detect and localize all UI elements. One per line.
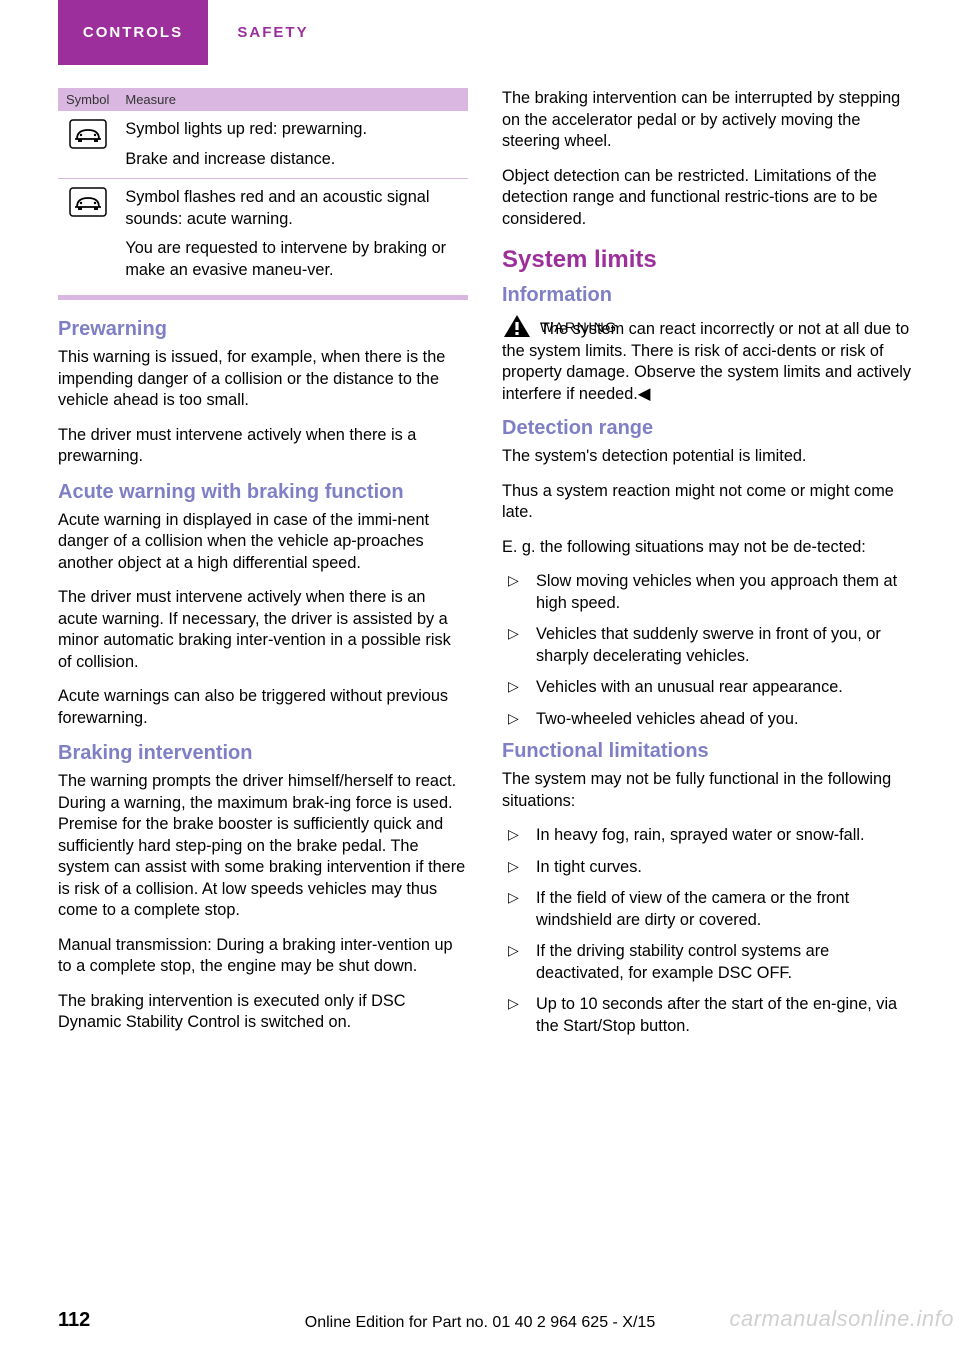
list-item: In heavy fog, rain, sprayed water or sno…	[502, 825, 912, 847]
list-item: Two-wheeled vehicles ahead of you.	[502, 709, 912, 731]
symbol-table: Symbol Measure	[58, 88, 468, 289]
table-header-row: Symbol Measure	[58, 88, 468, 111]
body-text: The driver must intervene actively when …	[58, 587, 468, 673]
table-end-bar	[58, 295, 468, 300]
heading-prewarning: Prewarning	[58, 318, 468, 341]
header: CONTROLS SAFETY	[58, 0, 912, 88]
body-text: The braking intervention is executed onl…	[58, 991, 468, 1034]
body-text: The system's detection potential is limi…	[502, 446, 912, 468]
list-item: If the field of view of the camera or th…	[502, 888, 912, 931]
heading-detection-range: Detection range	[502, 417, 912, 440]
th-symbol: Symbol	[58, 88, 117, 111]
body-text: The system may not be fully functional i…	[502, 769, 912, 812]
measure-text: You are requested to intervene by brakin…	[125, 238, 460, 281]
symbol-cell	[58, 179, 117, 290]
heading-system-limits: System limits	[502, 246, 912, 274]
measure-text: Symbol flashes red and an acoustic signa…	[125, 187, 460, 230]
functional-list: In heavy fog, rain, sprayed water or sno…	[502, 825, 912, 1037]
car-rear-icon	[69, 119, 107, 149]
heading-acute-warning: Acute warning with braking function	[58, 481, 468, 504]
heading-braking-intervention: Braking intervention	[58, 742, 468, 765]
warning-text: The system can react incorrectly or not …	[502, 319, 912, 405]
body-text: Thus a system reaction might not come or…	[502, 481, 912, 524]
body-text: The braking intervention can be interrup…	[502, 88, 912, 153]
body-text: The warning prompts the driver himself/h…	[58, 771, 468, 922]
warning-triangle-icon	[502, 313, 532, 339]
body-text: The driver must intervene actively when …	[58, 425, 468, 468]
table-row: Symbol lights up red: prewarning. Brake …	[58, 111, 468, 179]
car-rear-icon	[69, 187, 107, 217]
watermark: carmanualsonline.info	[729, 1306, 954, 1332]
list-item: If the driving stability control systems…	[502, 941, 912, 984]
list-item: Vehicles that suddenly swerve in front o…	[502, 624, 912, 667]
list-item: Vehicles with an unusual rear appearance…	[502, 677, 912, 699]
content-columns: Symbol Measure	[58, 88, 912, 1047]
measure-cell: Symbol flashes red and an acoustic signa…	[117, 179, 468, 290]
right-column: The braking intervention can be interrup…	[502, 88, 912, 1047]
body-text: Object detection can be restricted. Limi…	[502, 166, 912, 231]
tab-controls: CONTROLS	[58, 0, 208, 65]
th-measure: Measure	[117, 88, 468, 111]
body-text: Manual transmission: During a braking in…	[58, 935, 468, 978]
list-item: Up to 10 seconds after the start of the …	[502, 994, 912, 1037]
left-column: Symbol Measure	[58, 88, 468, 1047]
heading-information: Information	[502, 284, 912, 307]
detection-list: Slow moving vehicles when you approach t…	[502, 571, 912, 730]
heading-functional-limitations: Functional limitations	[502, 740, 912, 763]
measure-text: Brake and increase distance.	[125, 149, 460, 171]
body-text: Acute warning in displayed in case of th…	[58, 510, 468, 575]
body-text: E. g. the following situations may not b…	[502, 537, 912, 559]
body-text: This warning is issued, for example, whe…	[58, 347, 468, 412]
table-row: Symbol flashes red and an acoustic signa…	[58, 179, 468, 290]
list-item: In tight curves.	[502, 857, 912, 879]
list-item: Slow moving vehicles when you approach t…	[502, 571, 912, 614]
body-text: Acute warnings can also be triggered wit…	[58, 686, 468, 729]
tab-safety: SAFETY	[208, 0, 338, 65]
page: CONTROLS SAFETY Symbol Measure	[0, 0, 960, 1362]
symbol-cell	[58, 111, 117, 179]
measure-cell: Symbol lights up red: prewarning. Brake …	[117, 111, 468, 179]
measure-text: Symbol lights up red: prewarning.	[125, 119, 460, 141]
